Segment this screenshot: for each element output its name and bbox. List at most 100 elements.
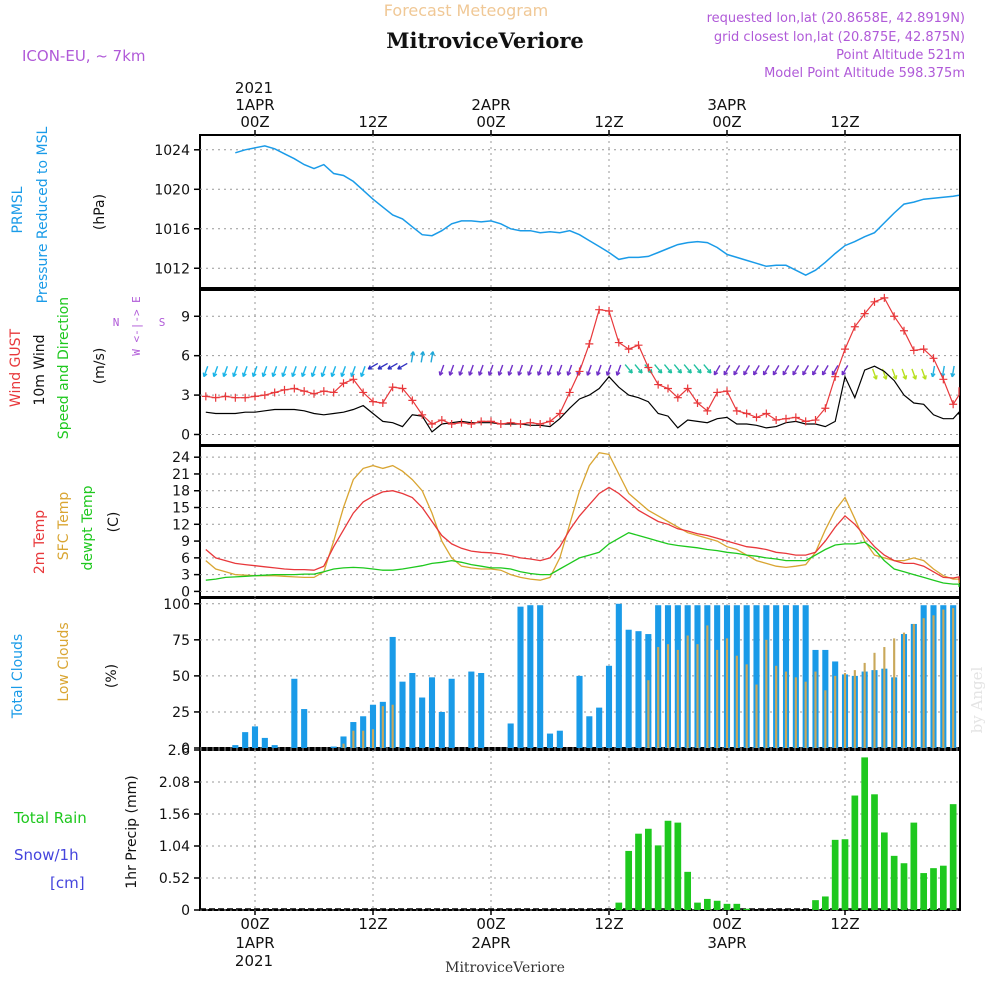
gust-point <box>447 419 456 428</box>
wind-arrow <box>410 351 416 363</box>
wind-arrow-head <box>310 372 316 378</box>
wind-arrow-shaft <box>458 364 465 376</box>
wind-arrow-head <box>397 365 402 370</box>
total-cloud-bar <box>419 697 426 748</box>
wind-arrow-shaft <box>203 366 209 377</box>
total-cloud-bar <box>517 606 524 748</box>
low-cloud-bar <box>362 730 365 748</box>
gust-point <box>732 406 741 415</box>
total-cloud-bar <box>271 745 278 748</box>
total-cloud-bar <box>625 629 632 748</box>
wind-arrow <box>468 364 474 376</box>
gust-point <box>467 419 476 428</box>
rain-bar <box>900 863 908 910</box>
total-cloud-bar <box>635 631 642 748</box>
y-tick-label: 3 <box>181 388 190 404</box>
point-altitude: Point Altitude 521m <box>836 48 965 63</box>
gust-point <box>398 384 407 393</box>
wind-arrow-shaft <box>821 365 829 376</box>
wind-arrow-shaft <box>654 364 663 374</box>
wind-arrow-head <box>566 371 572 376</box>
bottom-hour-label: 12Z <box>594 915 623 933</box>
wind-arrow <box>310 366 317 378</box>
wind-arrow <box>261 366 268 378</box>
temp-dewpt-label: dewpt Temp <box>80 485 96 570</box>
gust-point <box>270 388 279 397</box>
wind-arrow <box>350 366 356 378</box>
rain-bar <box>703 898 711 910</box>
gust-point <box>241 393 250 402</box>
wind-arrow-head <box>212 372 218 378</box>
wind-arrow-head <box>782 370 788 376</box>
rain-bar <box>654 845 662 910</box>
wind-arrow-shaft <box>449 364 455 376</box>
top-hour-label: 00Z <box>240 113 269 131</box>
wind-arrow-head <box>922 375 927 380</box>
gust-point <box>201 392 210 401</box>
low-cloud-bar <box>391 704 394 748</box>
wind-arrow <box>232 366 238 378</box>
wind-arrow-shaft <box>517 364 524 376</box>
total-cloud-bar <box>291 678 298 748</box>
watermark: by Angel <box>968 666 986 733</box>
y-tick-label: 24 <box>172 450 190 466</box>
wind-arrow-shaft <box>272 366 278 377</box>
low-clouds-label: Low Clouds <box>56 622 72 701</box>
total-cloud-bar <box>369 704 377 748</box>
y-tick-label: 0 <box>181 903 190 919</box>
gust-point <box>565 388 574 397</box>
wind-arrow-shaft <box>222 366 229 377</box>
y-tick-label: 1020 <box>154 182 190 198</box>
temp-2m-line <box>205 486 960 581</box>
gust-point <box>280 385 289 394</box>
y-tick-label: 6 <box>181 349 190 365</box>
wind-arrow-head <box>202 372 208 378</box>
sfc-temp-line <box>205 451 960 583</box>
total-cloud-bar <box>753 605 760 748</box>
total-cloud-bar <box>301 709 308 748</box>
wind-arrow <box>546 364 553 376</box>
total-rain-label: Total Rain <box>13 809 87 827</box>
rain-bar <box>841 839 849 910</box>
gust-point <box>536 419 545 428</box>
low-cloud-bar <box>902 632 906 748</box>
wind-arrow-shaft <box>812 365 819 376</box>
wind-arrow-head <box>458 371 464 376</box>
y-tick-label: 50 <box>172 669 190 685</box>
wind-arrow-shaft <box>841 365 849 376</box>
wind-arrow <box>663 364 673 374</box>
wind-arrow-shaft <box>387 362 398 370</box>
gust-point <box>388 383 397 392</box>
rain-bar <box>625 850 633 910</box>
low-cloud-bar <box>784 671 788 748</box>
rain-bar <box>644 828 652 910</box>
wind-arrow-shaft <box>663 364 673 374</box>
wind-arrow-shaft <box>871 368 878 380</box>
wind-arrow-head <box>677 368 683 374</box>
bottom-date-label: 1APR <box>235 934 274 952</box>
wind-arrow-head <box>772 370 778 376</box>
gust-point <box>506 418 515 427</box>
total-cloud-bar <box>537 605 544 748</box>
wind-arrow-shaft <box>439 364 445 376</box>
low-cloud-bar <box>873 652 876 748</box>
compass-we: W <-|-> E <box>130 296 143 356</box>
wind-arrow-head <box>477 371 483 376</box>
wind-arrow-head <box>468 371 473 376</box>
gust-point <box>319 387 328 396</box>
wind-arrow <box>792 365 800 376</box>
wind-arrow <box>615 364 622 376</box>
wind-arrow-head <box>438 371 444 376</box>
wind-arrow-head <box>429 351 435 356</box>
wind-arrow-head <box>291 372 296 378</box>
wind-arrow-shaft <box>951 365 955 377</box>
wind-arrow-shaft <box>478 364 484 376</box>
wind-arrow-shaft <box>232 366 238 377</box>
wind-arrow <box>487 364 494 376</box>
total-cloud-bar <box>478 673 485 748</box>
wind-arrow-shaft <box>743 365 751 376</box>
pressure-unit: (hPa) <box>92 194 108 230</box>
rain-bar <box>674 822 682 910</box>
clouds-side-labels: Total Clouds Low Clouds (%) <box>10 622 120 719</box>
